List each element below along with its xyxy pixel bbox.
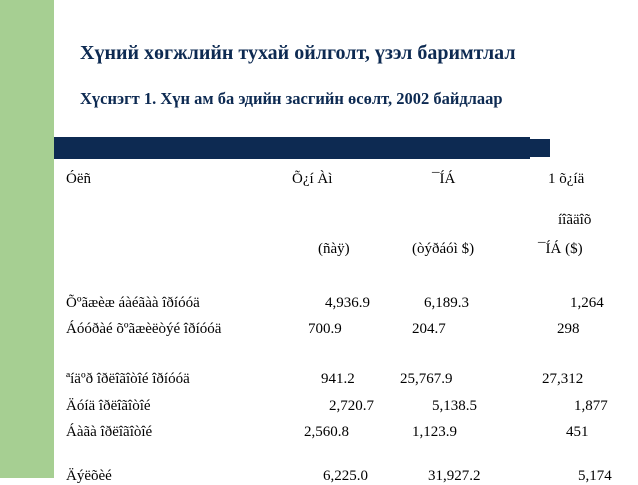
unit-gdp: (òýðáóì $) bbox=[412, 241, 475, 257]
row-1-country: Õºãæèæ áàéãàà îðíóóä bbox=[66, 295, 200, 311]
row-4-country: Äóíä îðëîãîòîé bbox=[66, 398, 151, 414]
row-3-population: 941.2 bbox=[321, 371, 355, 387]
row-1-gdp: 6,189.3 bbox=[424, 295, 469, 311]
header-per-capita: 1 õ¿íä bbox=[548, 171, 585, 187]
row-5-per-capita: 451 bbox=[566, 424, 589, 440]
row-5-country: Áàãà îðëîãîòîé bbox=[66, 424, 153, 440]
row-1-population: 4,936.9 bbox=[325, 295, 370, 311]
row-4-per-capita: 1,877 bbox=[574, 398, 608, 414]
slide-panel bbox=[54, 0, 638, 478]
header-country: Óëñ bbox=[66, 171, 91, 187]
slide-subtitle: Хүснэгт 1. Хүн ам ба эдийн засгийн өсөлт… bbox=[80, 89, 503, 108]
header-population: Õ¿í Àì bbox=[292, 171, 333, 187]
row-3-country: ªíäºð îðëîãîòîé îðíóóä bbox=[66, 371, 190, 387]
divider-bar bbox=[54, 137, 550, 159]
row-6-per-capita: 5,174 bbox=[578, 468, 612, 484]
unit-per-capita: ¯ÍÁ ($) bbox=[538, 241, 583, 257]
row-3-per-capita: 27,312 bbox=[542, 371, 584, 387]
slide-title: Хүний хөгжлийн тухай ойлголт, үзэл барим… bbox=[80, 42, 516, 64]
row-2-per-capita: 298 bbox=[557, 321, 580, 337]
header-per-capita-line2: íîãäîõ bbox=[558, 212, 592, 228]
row-2-population: 700.9 bbox=[308, 321, 342, 337]
row-4-gdp: 5,138.5 bbox=[432, 398, 477, 414]
row-6-country: Äýëõèé bbox=[66, 468, 112, 484]
header-gdp: ¯ÍÁ bbox=[432, 171, 456, 187]
row-1-per-capita: 1,264 bbox=[570, 295, 604, 311]
unit-population: (ñàÿ) bbox=[318, 241, 350, 257]
row-2-gdp: 204.7 bbox=[412, 321, 446, 337]
row-6-gdp: 31,927.2 bbox=[428, 468, 481, 484]
row-2-country: Áóóðàé õºãæèëòýé îðíóóä bbox=[66, 321, 222, 337]
row-5-gdp: 1,123.9 bbox=[412, 424, 457, 440]
row-6-population: 6,225.0 bbox=[323, 468, 368, 484]
row-4-population: 2,720.7 bbox=[329, 398, 374, 414]
row-3-gdp: 25,767.9 bbox=[400, 371, 453, 387]
row-5-population: 2,560.8 bbox=[304, 424, 349, 440]
